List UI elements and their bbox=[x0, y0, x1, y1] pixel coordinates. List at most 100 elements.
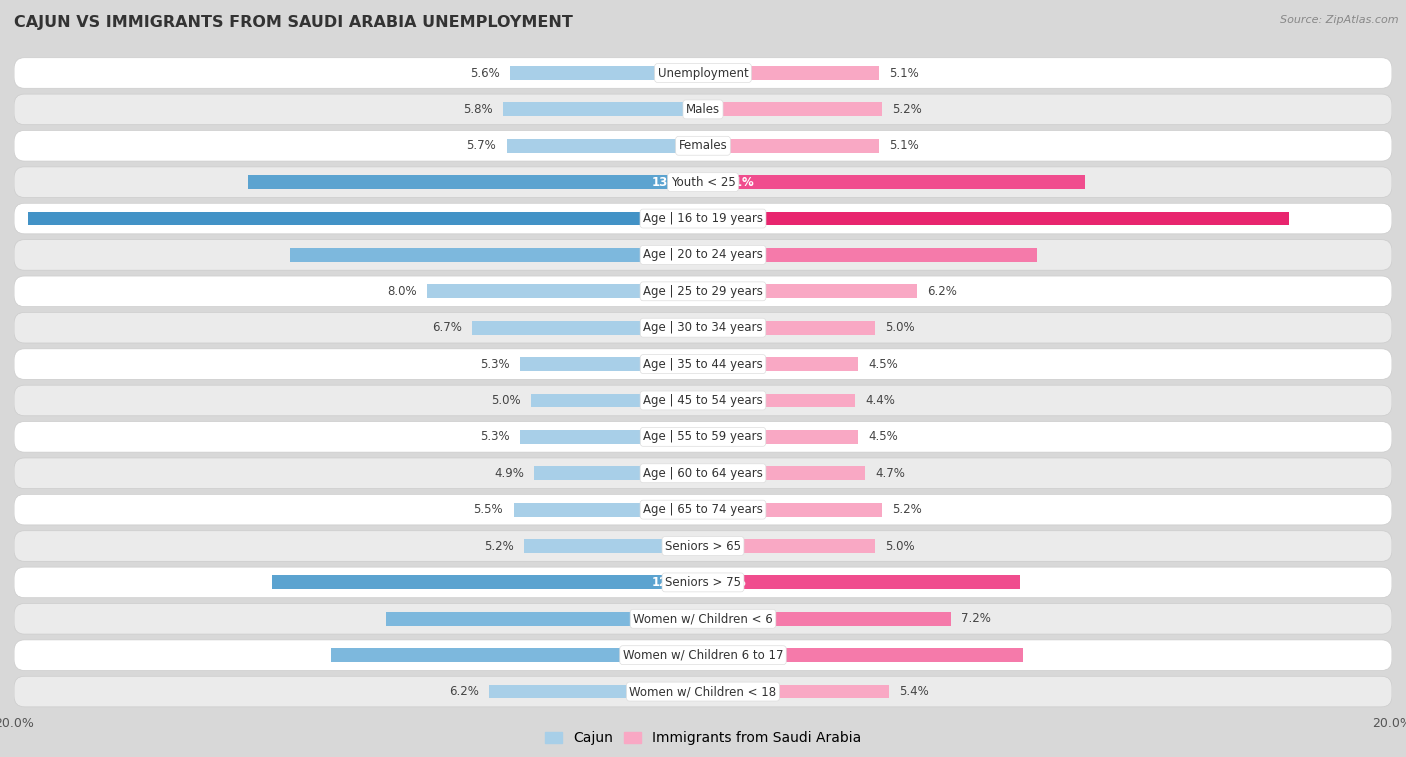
Text: Age | 45 to 54 years: Age | 45 to 54 years bbox=[643, 394, 763, 407]
Text: 19.6%: 19.6% bbox=[651, 212, 693, 225]
Text: Age | 35 to 44 years: Age | 35 to 44 years bbox=[643, 357, 763, 371]
Text: 6.2%: 6.2% bbox=[927, 285, 956, 298]
Text: Seniors > 75: Seniors > 75 bbox=[665, 576, 741, 589]
Bar bbox=[703, 102, 882, 117]
Bar bbox=[703, 575, 1019, 589]
FancyBboxPatch shape bbox=[14, 349, 1392, 379]
Bar bbox=[703, 430, 858, 444]
Bar bbox=[531, 394, 703, 407]
Text: 5.1%: 5.1% bbox=[889, 139, 918, 152]
FancyBboxPatch shape bbox=[14, 458, 1392, 488]
Bar bbox=[703, 394, 855, 407]
Bar bbox=[513, 503, 703, 516]
Bar bbox=[520, 430, 703, 444]
Bar bbox=[503, 102, 703, 117]
Text: Youth < 25: Youth < 25 bbox=[671, 176, 735, 188]
Text: 9.2%: 9.2% bbox=[713, 576, 747, 589]
Text: Age | 60 to 64 years: Age | 60 to 64 years bbox=[643, 467, 763, 480]
Bar bbox=[489, 684, 703, 699]
Bar bbox=[703, 321, 875, 335]
FancyBboxPatch shape bbox=[14, 531, 1392, 561]
Bar bbox=[703, 648, 1024, 662]
Bar bbox=[290, 248, 703, 262]
Text: 5.3%: 5.3% bbox=[481, 431, 510, 444]
FancyBboxPatch shape bbox=[14, 676, 1392, 707]
FancyBboxPatch shape bbox=[14, 167, 1392, 198]
Bar bbox=[703, 357, 858, 371]
Bar bbox=[506, 139, 703, 153]
Bar bbox=[703, 139, 879, 153]
Text: 4.4%: 4.4% bbox=[865, 394, 894, 407]
Bar bbox=[703, 66, 879, 80]
Text: Females: Females bbox=[679, 139, 727, 152]
Bar bbox=[520, 357, 703, 371]
FancyBboxPatch shape bbox=[14, 58, 1392, 89]
Text: 17.0%: 17.0% bbox=[713, 212, 754, 225]
Text: 5.5%: 5.5% bbox=[474, 503, 503, 516]
Bar bbox=[28, 212, 703, 226]
Text: Age | 20 to 24 years: Age | 20 to 24 years bbox=[643, 248, 763, 261]
Bar bbox=[524, 539, 703, 553]
FancyBboxPatch shape bbox=[14, 422, 1392, 452]
Text: 12.0%: 12.0% bbox=[652, 248, 693, 261]
Text: 12.5%: 12.5% bbox=[652, 576, 693, 589]
Text: 5.0%: 5.0% bbox=[491, 394, 520, 407]
Text: 9.7%: 9.7% bbox=[713, 248, 747, 261]
Bar bbox=[472, 321, 703, 335]
FancyBboxPatch shape bbox=[14, 640, 1392, 671]
Text: 11.1%: 11.1% bbox=[713, 176, 754, 188]
Text: 7.2%: 7.2% bbox=[962, 612, 991, 625]
Bar bbox=[703, 684, 889, 699]
Text: 5.2%: 5.2% bbox=[893, 503, 922, 516]
Text: Unemployment: Unemployment bbox=[658, 67, 748, 79]
Text: Age | 65 to 74 years: Age | 65 to 74 years bbox=[643, 503, 763, 516]
Bar bbox=[510, 66, 703, 80]
Text: 5.7%: 5.7% bbox=[467, 139, 496, 152]
FancyBboxPatch shape bbox=[14, 204, 1392, 234]
Text: 5.1%: 5.1% bbox=[889, 67, 918, 79]
Text: 4.5%: 4.5% bbox=[869, 357, 898, 371]
Text: 10.8%: 10.8% bbox=[652, 649, 693, 662]
Text: 13.2%: 13.2% bbox=[652, 176, 693, 188]
Text: 8.0%: 8.0% bbox=[388, 285, 418, 298]
Text: Age | 25 to 29 years: Age | 25 to 29 years bbox=[643, 285, 763, 298]
Bar bbox=[534, 466, 703, 480]
Text: Seniors > 65: Seniors > 65 bbox=[665, 540, 741, 553]
Bar bbox=[703, 248, 1038, 262]
Text: 5.8%: 5.8% bbox=[463, 103, 494, 116]
Legend: Cajun, Immigrants from Saudi Arabia: Cajun, Immigrants from Saudi Arabia bbox=[540, 726, 866, 751]
Bar bbox=[703, 612, 950, 626]
Text: 4.5%: 4.5% bbox=[869, 431, 898, 444]
FancyBboxPatch shape bbox=[14, 494, 1392, 525]
FancyBboxPatch shape bbox=[14, 313, 1392, 343]
Text: Women w/ Children < 6: Women w/ Children < 6 bbox=[633, 612, 773, 625]
Text: 5.6%: 5.6% bbox=[470, 67, 499, 79]
Bar bbox=[249, 176, 703, 189]
FancyBboxPatch shape bbox=[14, 603, 1392, 634]
Text: 5.3%: 5.3% bbox=[481, 357, 510, 371]
Text: Women w/ Children < 18: Women w/ Children < 18 bbox=[630, 685, 776, 698]
FancyBboxPatch shape bbox=[14, 385, 1392, 416]
FancyBboxPatch shape bbox=[14, 94, 1392, 125]
Text: 5.0%: 5.0% bbox=[886, 321, 915, 334]
Text: 5.0%: 5.0% bbox=[886, 540, 915, 553]
Text: Age | 16 to 19 years: Age | 16 to 19 years bbox=[643, 212, 763, 225]
Bar bbox=[427, 285, 703, 298]
Bar bbox=[703, 285, 917, 298]
Bar bbox=[330, 648, 703, 662]
Text: CAJUN VS IMMIGRANTS FROM SAUDI ARABIA UNEMPLOYMENT: CAJUN VS IMMIGRANTS FROM SAUDI ARABIA UN… bbox=[14, 15, 572, 30]
Bar bbox=[703, 539, 875, 553]
FancyBboxPatch shape bbox=[14, 276, 1392, 307]
Text: 6.2%: 6.2% bbox=[450, 685, 479, 698]
Text: Source: ZipAtlas.com: Source: ZipAtlas.com bbox=[1281, 15, 1399, 25]
Bar bbox=[273, 575, 703, 589]
Text: Age | 55 to 59 years: Age | 55 to 59 years bbox=[643, 431, 763, 444]
Bar bbox=[703, 503, 882, 516]
Text: 4.9%: 4.9% bbox=[494, 467, 524, 480]
Text: 4.7%: 4.7% bbox=[875, 467, 905, 480]
Text: 9.2%: 9.2% bbox=[659, 612, 693, 625]
FancyBboxPatch shape bbox=[14, 567, 1392, 598]
Text: 5.2%: 5.2% bbox=[484, 540, 513, 553]
Bar bbox=[387, 612, 703, 626]
Bar bbox=[703, 176, 1085, 189]
